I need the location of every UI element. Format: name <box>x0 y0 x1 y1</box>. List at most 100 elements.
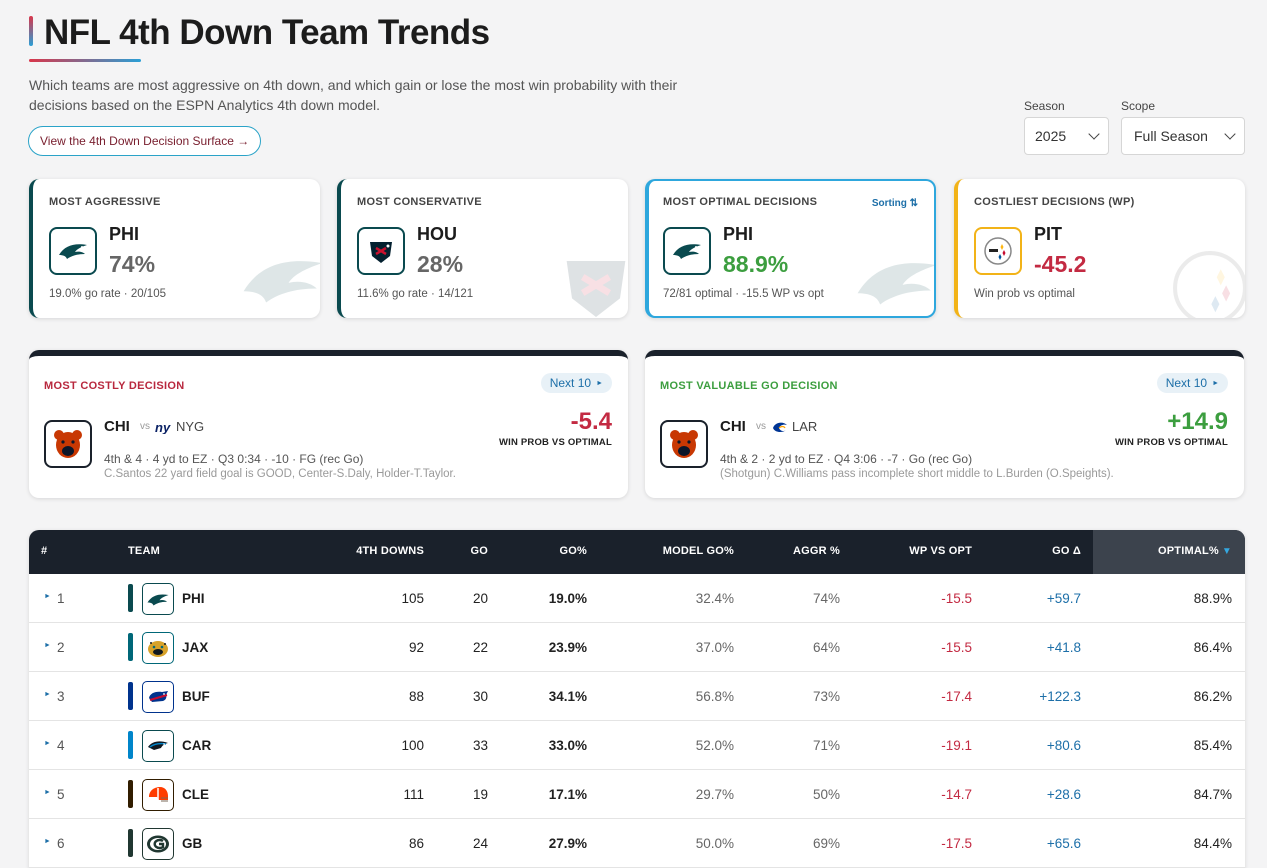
row-wp-vs-opt: -19.1 <box>941 738 972 753</box>
row-team: PHI <box>182 591 205 606</box>
row-model-go-pct: 52.0% <box>695 738 734 753</box>
decision-opponent: NYG <box>176 419 205 434</box>
col-aggr-pct[interactable]: AGGR % <box>792 545 840 557</box>
row-go-pct: 34.1% <box>548 689 587 704</box>
decision-team: CHI <box>104 418 130 435</box>
row-model-go-pct: 32.4% <box>695 591 734 606</box>
page-subtitle: Which teams are most aggressive on 4th d… <box>29 77 678 113</box>
col-model-go-pct[interactable]: MODEL GO% <box>662 545 734 557</box>
most-valuable-go-card[interactable]: MOST VALUABLE GO DECISION Next 10 ► CHI v… <box>645 350 1244 498</box>
row-4th-downs: 100 <box>401 738 424 753</box>
decision-surface-link[interactable]: View the 4th Down Decision Surface → <box>28 126 262 156</box>
season-select[interactable]: 2025 <box>1024 117 1109 155</box>
stat-card-most-conservative[interactable]: MOST CONSERVATIVE HOU 28% 11.6% go rate … <box>337 179 628 318</box>
steelers-logo-icon <box>974 227 1022 275</box>
row-model-go-pct: 29.7% <box>695 787 734 802</box>
table-header: # TEAM 4TH DOWNS GO GO% MODEL GO% AGGR %… <box>29 530 1245 574</box>
sorting-indicator[interactable]: Sorting ⇅ <box>871 198 918 209</box>
row-go-delta: +28.6 <box>1046 787 1081 802</box>
row-optimal-pct: 86.4% <box>1193 640 1232 655</box>
row-go-delta: +41.8 <box>1046 640 1081 655</box>
stat-label: COSTLIEST DECISIONS (WP) <box>974 196 1135 208</box>
col-optimal-label: OPTIMAL% <box>1158 545 1219 557</box>
scope-select[interactable]: Full Season <box>1121 117 1245 155</box>
decision-team: CHI <box>720 418 746 435</box>
row-aggr-pct: 73% <box>812 689 840 704</box>
title-accent <box>29 16 33 46</box>
team-color-bar <box>128 780 133 808</box>
decision-wp-label: WIN PROB VS OPTIMAL <box>498 437 612 448</box>
col-4th-downs[interactable]: 4TH DOWNS <box>356 545 424 557</box>
col-go-delta[interactable]: GO Δ <box>1052 545 1081 557</box>
stat-team: HOU <box>417 224 457 244</box>
table-row[interactable]: ► 3 BUF 88 30 34.1% 56.8% 73% -17.4 +122… <box>29 672 1245 721</box>
texans-watermark-icon <box>566 261 626 317</box>
most-costly-decision-card[interactable]: MOST COSTLY DECISION Next 10 ► CHI vs ny … <box>29 350 628 498</box>
row-go-pct: 17.1% <box>548 787 587 802</box>
col-team[interactable]: TEAM <box>128 545 160 557</box>
bears-logo-icon <box>660 420 708 468</box>
col-wp-vs-opt[interactable]: WP VS OPT <box>909 545 972 557</box>
next-10-button[interactable]: Next 10 ► <box>540 373 612 393</box>
row-wp-vs-opt: -15.5 <box>941 591 972 606</box>
stat-subtext: 72/81 optimal · -15.5 WP vs opt <box>663 288 824 300</box>
stat-team: PHI <box>723 224 754 244</box>
col-go-pct[interactable]: GO% <box>559 545 587 557</box>
row-aggr-pct: 74% <box>812 591 840 606</box>
row-go-delta: +80.6 <box>1046 738 1081 753</box>
row-go-pct: 27.9% <box>548 836 587 851</box>
stat-card-costliest-decisions[interactable]: COSTLIEST DECISIONS (WP) PIT -45.2 Win p… <box>954 179 1245 318</box>
decision-label: MOST VALUABLE GO DECISION <box>660 380 838 392</box>
table-row[interactable]: ► 2 JAX 92 22 23.9% 37.0% 64% -15.5 +41.… <box>29 623 1245 672</box>
row-go-pct: 23.9% <box>548 640 587 655</box>
row-optimal-pct: 86.2% <box>1193 689 1232 704</box>
row-4th-downs: 111 <box>403 787 424 802</box>
row-4th-downs: 88 <box>408 689 424 704</box>
row-wp-vs-opt: -17.4 <box>941 689 972 704</box>
team-color-bar <box>128 633 133 661</box>
rams-logo-icon <box>773 422 787 433</box>
expand-row-icon[interactable]: ► <box>44 642 51 649</box>
row-go: 24 <box>472 836 488 851</box>
stat-value: 88.9% <box>723 251 789 277</box>
row-go: 30 <box>472 689 488 704</box>
stat-team: PIT <box>1034 224 1063 244</box>
decision-wp-value: -5.4 <box>570 408 612 435</box>
season-label: Season <box>1024 99 1065 113</box>
team-color-bar <box>128 829 133 857</box>
next-10-button[interactable]: Next 10 ► <box>1156 373 1228 393</box>
row-go: 22 <box>472 640 488 655</box>
expand-row-icon[interactable]: ► <box>44 838 51 845</box>
row-aggr-pct: 64% <box>812 640 840 655</box>
stat-card-most-aggressive[interactable]: MOST AGGRESSIVE PHI 74% 19.0% go rate · … <box>29 179 320 318</box>
stat-subtext: 19.0% go rate · 20/105 <box>49 288 166 300</box>
expand-row-icon[interactable]: ► <box>44 740 51 747</box>
next-label: Next 10 <box>1165 376 1208 390</box>
table-row[interactable]: ► 6 GB 86 24 27.9% 50.0% 69% -17.5 +65.6… <box>29 819 1245 868</box>
expand-row-icon[interactable]: ► <box>44 593 51 600</box>
stat-card-most-optimal[interactable]: MOST OPTIMAL DECISIONS Sorting ⇅ PHI 88.… <box>645 179 936 318</box>
vs-text: vs <box>756 421 766 432</box>
chevron-down-icon <box>1088 128 1100 140</box>
table-row[interactable]: ► 4 CAR 100 33 33.0% 52.0% 71% -19.1 +80… <box>29 721 1245 770</box>
eagles-watermark-icon <box>243 261 320 303</box>
play-triangle-icon: ► <box>1212 379 1219 387</box>
row-wp-vs-opt: -14.7 <box>941 787 972 802</box>
team-trends-table: # TEAM 4TH DOWNS GO GO% MODEL GO% AGGR %… <box>29 530 1245 868</box>
row-rank: 2 <box>57 640 65 655</box>
sorted-column-bg <box>1093 530 1245 574</box>
panthers-logo-icon <box>142 730 174 762</box>
col-rank[interactable]: # <box>41 545 48 557</box>
row-optimal-pct: 84.7% <box>1193 787 1232 802</box>
table-row[interactable]: ► 1 PHI 105 20 19.0% 32.4% 74% -15.5 +59… <box>29 574 1245 623</box>
col-go[interactable]: GO <box>470 545 488 557</box>
table-row[interactable]: ► 5 CLE 111 19 17.1% 29.7% 50% -14.7 +28… <box>29 770 1245 819</box>
col-optimal-pct[interactable]: OPTIMAL% ▼ <box>1158 545 1232 557</box>
row-team: CLE <box>182 787 209 802</box>
expand-row-icon[interactable]: ► <box>44 691 51 698</box>
row-aggr-pct: 71% <box>812 738 840 753</box>
decision-play-text: C.Santos 22 yard field goal is GOOD, Cen… <box>104 468 456 480</box>
row-optimal-pct: 84.4% <box>1193 836 1232 851</box>
expand-row-icon[interactable]: ► <box>44 789 51 796</box>
texans-logo-icon <box>357 227 405 275</box>
